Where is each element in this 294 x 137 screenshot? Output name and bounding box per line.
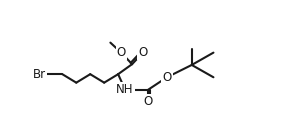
Text: O: O <box>144 95 153 108</box>
Text: O: O <box>138 46 148 59</box>
Text: Br: Br <box>33 68 46 81</box>
Text: O: O <box>117 46 126 59</box>
Text: O: O <box>162 71 172 84</box>
Text: NH: NH <box>116 83 134 96</box>
